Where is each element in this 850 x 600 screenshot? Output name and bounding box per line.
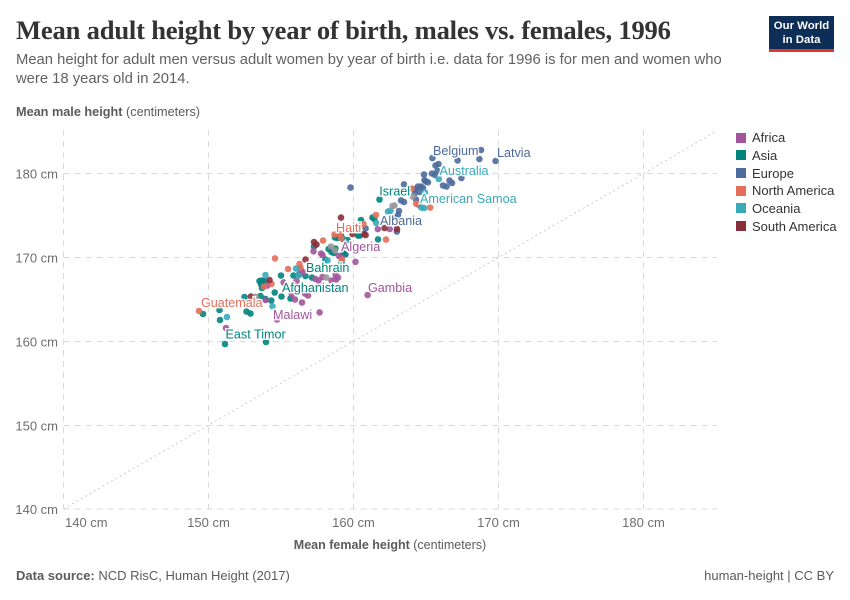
svg-text:East Timor: East Timor xyxy=(226,328,286,342)
svg-text:Gambia: Gambia xyxy=(368,281,412,295)
svg-text:Israel: Israel xyxy=(379,185,410,199)
svg-text:160 cm: 160 cm xyxy=(15,335,58,350)
svg-text:Guatemala: Guatemala xyxy=(201,296,263,310)
svg-text:Australia: Australia xyxy=(440,164,489,178)
svg-text:160 cm: 160 cm xyxy=(332,515,375,530)
svg-text:150 cm: 150 cm xyxy=(187,515,230,530)
svg-text:180 cm: 180 cm xyxy=(622,515,665,530)
svg-text:Belgium: Belgium xyxy=(433,144,479,158)
svg-text:140 cm: 140 cm xyxy=(65,515,108,530)
svg-text:Albania: Albania xyxy=(380,214,422,228)
svg-text:180 cm: 180 cm xyxy=(15,167,58,182)
svg-text:Algeria: Algeria xyxy=(341,240,380,254)
svg-text:Afghanistan: Afghanistan xyxy=(282,281,349,295)
svg-text:140 cm: 140 cm xyxy=(15,502,58,517)
svg-text:Malawi: Malawi xyxy=(273,308,312,322)
svg-text:150 cm: 150 cm xyxy=(15,419,58,434)
svg-text:170 cm: 170 cm xyxy=(15,251,58,266)
svg-text:170 cm: 170 cm xyxy=(477,515,520,530)
svg-text:American Samoa: American Samoa xyxy=(420,192,517,206)
svg-text:Bahrain: Bahrain xyxy=(306,261,349,275)
svg-text:Latvia: Latvia xyxy=(497,146,531,160)
svg-text:Haiti: Haiti xyxy=(336,221,361,235)
svg-text:Mean female height (centimeter: Mean female height (centimeters) xyxy=(294,538,486,552)
